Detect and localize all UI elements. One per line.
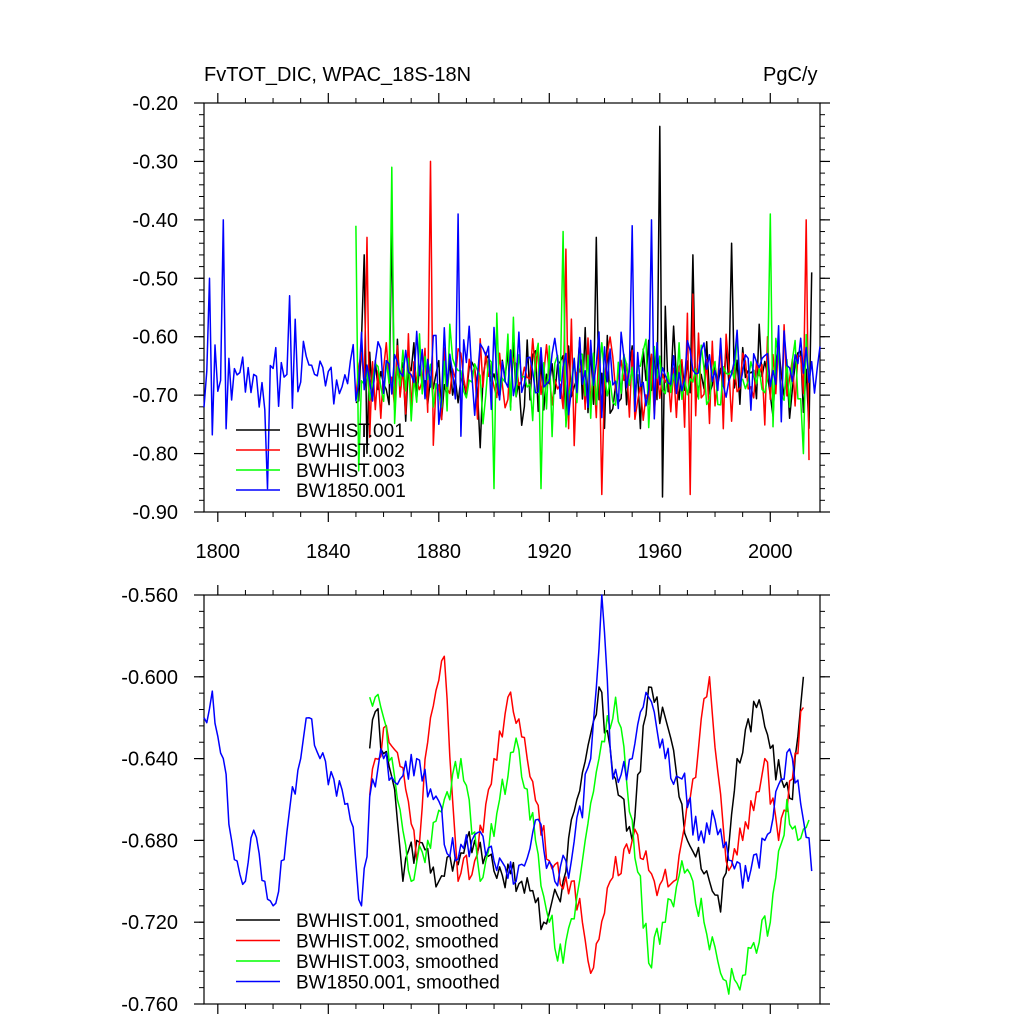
x-tick-label: 1960 xyxy=(638,541,683,563)
y-tick-label: -0.20 xyxy=(132,93,178,115)
y-axis: -0.20 -0.30 -0.40 -0.50 -0.60 -0.70 -0.80 -0.90 xyxy=(132,93,830,524)
series-line-bwhist-003 xyxy=(355,166,810,490)
legend-label: BWHIST.002, smoothed xyxy=(296,932,499,953)
y-tick-label: -0.760 xyxy=(121,994,178,1016)
legend-label: BW1850.001, smoothed xyxy=(296,973,500,994)
series-line-bw1850-001 xyxy=(203,213,821,490)
y-axis: -0.560 -0.600 -0.640 -0.680 -0.720 -0.760 xyxy=(121,585,830,1016)
y-tick-label: -0.80 xyxy=(132,444,178,466)
series-line-bwhist-003-smoothed xyxy=(368,693,810,995)
bottom-panel: -0.560 -0.600 -0.640 -0.680 -0.720 -0.760 BWHI… xyxy=(121,585,830,1016)
legend-label: BW1850.001 xyxy=(296,481,406,502)
x-axis xyxy=(217,585,799,1014)
x-tick-label: 1920 xyxy=(527,541,572,563)
y-tick-label: -0.70 xyxy=(132,385,178,407)
legend-label: BWHIST.001, smoothed xyxy=(296,911,499,932)
y-tick-label: -0.560 xyxy=(121,585,178,607)
x-axis: 1800 1840 1880 1920 1960 2000 xyxy=(196,93,799,563)
chart-units: PgC/y xyxy=(763,64,818,86)
series-line-bw1850-001-smoothed xyxy=(203,594,813,907)
legend-label: BWHIST.003 xyxy=(296,461,405,482)
y-tick-label: -0.720 xyxy=(121,912,178,934)
y-tick-label: -0.640 xyxy=(121,749,178,771)
x-tick-label: 1880 xyxy=(417,541,462,563)
chart-title: FvTOT_DIC, WPAC_18S-18N xyxy=(204,64,472,86)
legend-label: BWHIST.001 xyxy=(296,421,405,442)
x-tick-label: 1840 xyxy=(306,541,351,563)
y-tick-label: -0.50 xyxy=(132,268,178,290)
y-tick-label: -0.90 xyxy=(132,502,178,524)
y-tick-label: -0.40 xyxy=(132,210,178,232)
series-line-bwhist-001-smoothed xyxy=(368,676,805,931)
y-tick-label: -0.680 xyxy=(121,830,178,852)
y-tick-label: -0.30 xyxy=(132,151,178,173)
top-panel: -0.20 -0.30 -0.40 -0.50 -0.60 -0.70 -0.80 -0.90… xyxy=(132,93,830,563)
y-tick-label: -0.60 xyxy=(132,327,178,349)
series-line-bwhist-002 xyxy=(355,160,810,496)
legend-label: BWHIST.002 xyxy=(296,441,405,462)
plot-frame xyxy=(203,594,821,1005)
series-line-bwhist-002-smoothed xyxy=(368,655,805,975)
legend-label: BWHIST.003, smoothed xyxy=(296,952,499,973)
x-tick-label: 1800 xyxy=(196,541,241,563)
y-tick-label: -0.600 xyxy=(121,667,178,689)
plot-frame xyxy=(203,102,821,513)
series-line-bwhist-001 xyxy=(355,125,813,498)
x-tick-label: 2000 xyxy=(748,541,793,563)
